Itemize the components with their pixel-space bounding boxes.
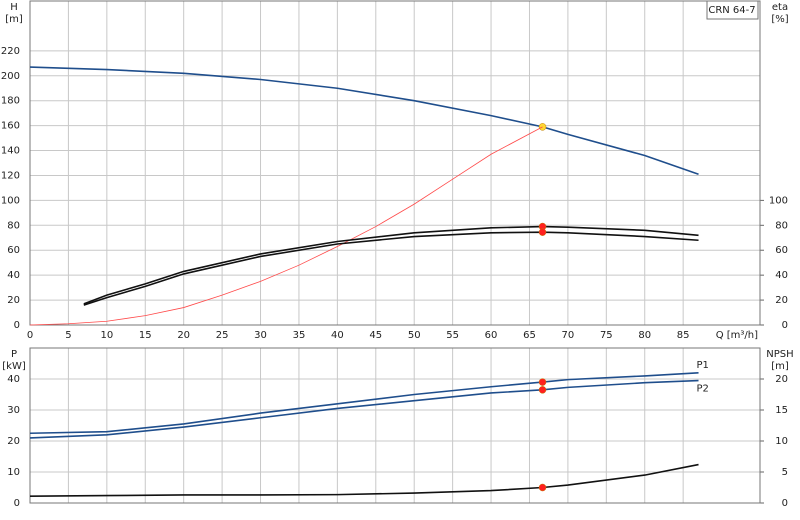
curve [29,126,543,326]
plot-frame [29,347,761,504]
y2-tick-label: 10 [775,436,788,447]
x-tick-label: 25 [216,330,229,341]
y2-tick-label: 60 [775,245,788,256]
y-tick-label: 40 [7,270,20,281]
x-tick-label: 15 [139,330,152,341]
x-tick-label: 35 [293,330,306,341]
operating-point [538,386,547,394]
y2-tick-label: 20 [775,295,788,306]
curve [83,231,699,306]
x-tick-label: 0 [27,330,33,341]
y-tick-label: 120 [1,170,20,181]
curve [29,372,699,435]
x-tick-label: 45 [369,330,382,341]
y2-tick-label: 80 [775,220,788,231]
x-tick-label: 20 [177,330,190,341]
plot-frame [29,0,761,326]
y2-tick-label: 0 [782,498,788,509]
y2-axis-unit: [%] [771,14,788,25]
x-tick-label: 55 [446,330,459,341]
y-tick-label: 200 [1,71,20,82]
x-tick-label: 70 [562,330,575,341]
curve [29,463,699,497]
y-tick-label: 0 [14,498,20,509]
y-tick-label: 20 [7,295,20,306]
curve-label: P2 [697,384,709,395]
x-tick-label: 30 [254,330,267,341]
y-tick-label: 160 [1,121,20,132]
y2-axis-label: NPSH [766,349,793,360]
x-axis-label: Q [m³/h] [716,330,758,341]
x-tick-label: 40 [331,330,344,341]
y2-axis-unit: [m] [771,361,789,372]
curve [29,379,699,439]
x-tick-label: 80 [638,330,651,341]
y-axis-unit: [kW] [2,361,26,372]
x-tick-label: 5 [65,330,71,341]
curve [29,66,699,175]
operating-point [538,483,547,492]
x-tick-label: 60 [485,330,498,341]
model-box [706,0,759,20]
y-tick-label: 80 [7,220,20,231]
x-tick-label: 65 [523,330,536,341]
x-tick-label: 10 [100,330,113,341]
operating-point [538,228,547,236]
y-tick-label: 0 [14,320,20,331]
y-tick-label: 60 [7,245,20,256]
y-tick-label: 20 [7,436,20,447]
y-axis-unit: [m] [5,14,23,25]
x-tick-label: 75 [600,330,613,341]
y-axis-label: H [10,2,18,13]
curve-label: P1 [697,360,709,371]
x-tick-label: 85 [677,330,690,341]
y-tick-label: 140 [1,146,20,157]
y2-tick-label: 100 [769,195,788,206]
y2-tick-label: 0 [782,320,788,331]
x-tick-label: 50 [408,330,421,341]
y-tick-label: 30 [7,405,20,416]
y2-tick-label: 20 [775,374,788,385]
y-tick-label: 220 [1,46,20,57]
y-tick-label: 100 [1,195,20,206]
y-tick-label: 40 [7,374,20,385]
y2-axis-label: eta [772,2,788,13]
y-tick-label: 10 [7,467,20,478]
y-tick-label: 180 [1,96,20,107]
y2-tick-label: 5 [782,467,788,478]
model-label: CRN 64-7 [708,5,755,16]
y2-tick-label: 15 [775,405,788,416]
curve [83,225,699,305]
operating-point [538,378,547,386]
y-axis-label: P [11,349,17,360]
y2-tick-label: 40 [775,270,788,281]
